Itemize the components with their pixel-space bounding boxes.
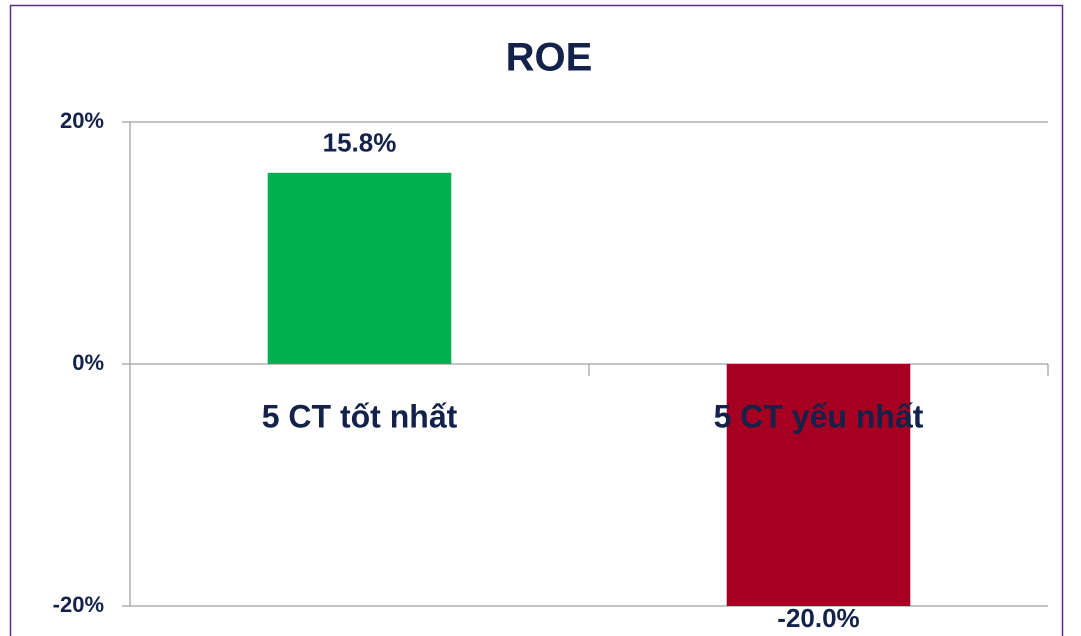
- x-tick-label: 5 CT yếu nhất: [714, 398, 924, 434]
- chart-title: ROE: [506, 36, 593, 80]
- bar: [267, 172, 452, 364]
- y-tick-label: -20%: [53, 592, 104, 617]
- x-tick-label: 5 CT tốt nhất: [262, 398, 458, 434]
- y-tick-label: 20%: [60, 108, 104, 133]
- y-tick-label: 0%: [72, 350, 104, 375]
- bar: [726, 364, 911, 606]
- data-label: 15.8%: [323, 128, 397, 158]
- data-label: -20.0%: [777, 603, 859, 633]
